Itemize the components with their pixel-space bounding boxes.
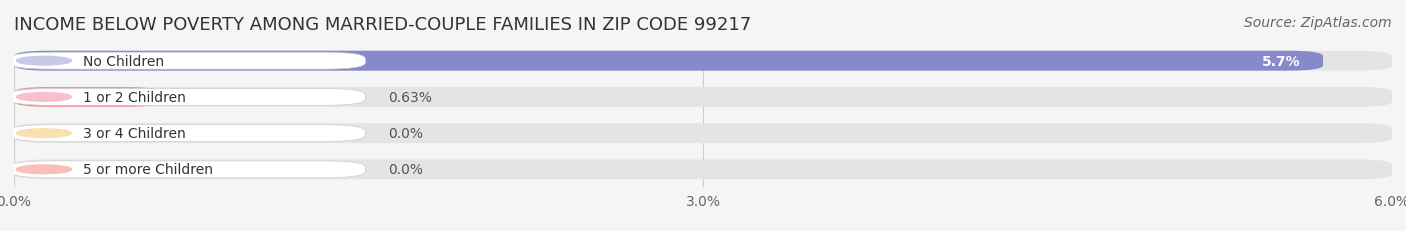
Circle shape [17,93,72,102]
FancyBboxPatch shape [14,88,159,107]
Text: Source: ZipAtlas.com: Source: ZipAtlas.com [1244,16,1392,30]
FancyBboxPatch shape [10,125,366,142]
Text: 0.63%: 0.63% [388,91,432,104]
Circle shape [17,165,72,174]
Text: 0.0%: 0.0% [388,127,423,140]
Text: INCOME BELOW POVERTY AMONG MARRIED-COUPLE FAMILIES IN ZIP CODE 99217: INCOME BELOW POVERTY AMONG MARRIED-COUPL… [14,16,751,34]
Circle shape [17,57,72,66]
FancyBboxPatch shape [10,161,366,178]
Text: 1 or 2 Children: 1 or 2 Children [83,91,186,104]
Circle shape [17,129,72,138]
FancyBboxPatch shape [14,160,1392,179]
Text: 5 or more Children: 5 or more Children [83,163,212,176]
FancyBboxPatch shape [14,52,1392,71]
Text: 3 or 4 Children: 3 or 4 Children [83,127,186,140]
FancyBboxPatch shape [10,89,366,106]
FancyBboxPatch shape [14,88,1392,107]
Text: 5.7%: 5.7% [1261,55,1301,68]
Text: No Children: No Children [83,55,165,68]
Text: 0.0%: 0.0% [388,163,423,176]
FancyBboxPatch shape [14,124,1392,143]
FancyBboxPatch shape [10,53,366,70]
FancyBboxPatch shape [14,52,1323,71]
